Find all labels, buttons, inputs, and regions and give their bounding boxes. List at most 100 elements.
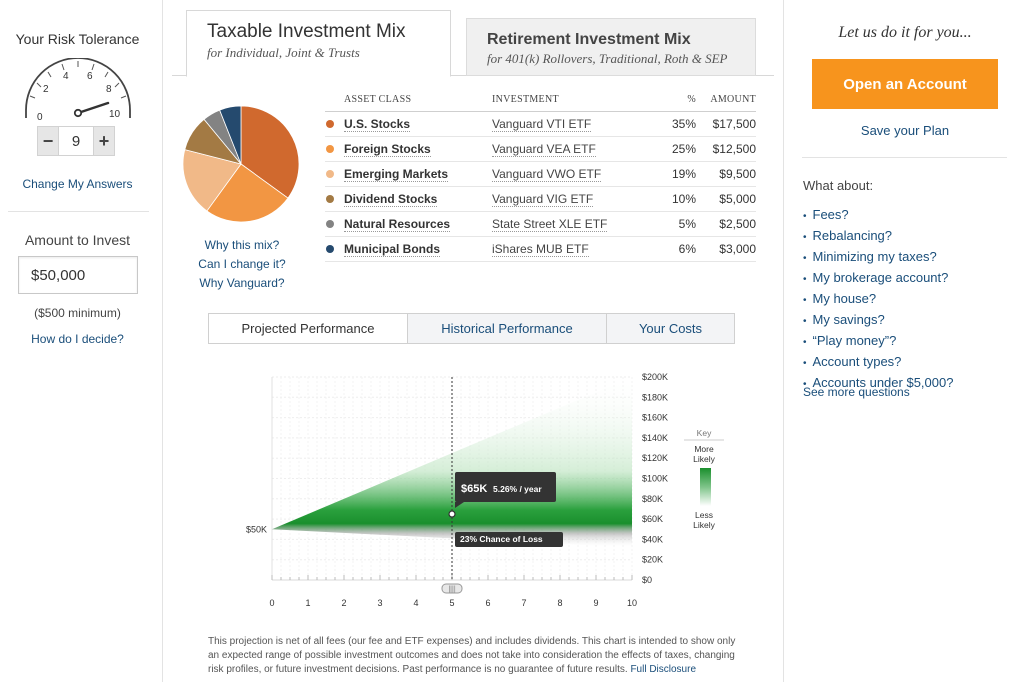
x-tick-label: 1 (305, 598, 310, 608)
amount-title: Amount to Invest (24, 232, 131, 248)
faq-item[interactable]: • My brokerage account? (803, 268, 953, 289)
y-tick-label: $60K (642, 514, 663, 524)
selected-point-marker (448, 510, 456, 518)
tooltip-box (455, 472, 556, 503)
amount-cell: $12,500 (712, 142, 756, 156)
risk-decrease-button[interactable]: − (37, 126, 59, 156)
full-disclosure-link[interactable]: Full Disclosure (630, 664, 697, 675)
allocation-row: U.S. Stocks Vanguard VTI ETF 35% $17,500 (325, 112, 756, 137)
pie-slice (219, 105, 242, 165)
amount-cell: $9,500 (719, 167, 756, 181)
slider-handle-grip[interactable] (441, 583, 463, 594)
projection-tooltip: $65K 5.26% / year (455, 472, 556, 509)
pie-slice (206, 163, 289, 223)
amount-cell: $5,000 (719, 192, 756, 206)
asset-class-name[interactable]: U.S. Stocks (344, 116, 411, 132)
gauge-label-8: 8 (106, 84, 112, 95)
faq-item[interactable]: • My house? (803, 289, 953, 310)
why-this-mix-link[interactable]: Why this mix? (204, 238, 280, 252)
amount-cell: $2,500 (719, 217, 756, 231)
allocation-row: Natural Resources State Street XLE ETF 5% $… (325, 212, 756, 237)
investment-name[interactable]: Vanguard VWO ETF (492, 167, 602, 182)
bullet-icon: • (803, 379, 807, 390)
risk-gauge: 0 2 4 6 8 10 (25, 58, 131, 123)
asset-class-name[interactable]: Natural Resources (344, 216, 451, 232)
y-tick-label: $40K (642, 534, 663, 544)
faq-item-label: Fees? (812, 207, 849, 222)
tab-historical-performance[interactable]: Historical Performance (407, 314, 606, 343)
x-tick-label: 10 (627, 598, 637, 608)
asset-class-name[interactable]: Municipal Bonds (344, 241, 440, 257)
year-slider-handle[interactable]: |||| (441, 583, 463, 594)
save-plan-link[interactable]: Save your Plan (860, 123, 950, 138)
allocation-row: Municipal Bonds iShares MUB ETF 6% $3,000 (325, 237, 756, 262)
investment-cell: Vanguard VIG ETF (492, 192, 642, 207)
asset-class-cell: Emerging Markets (325, 167, 492, 182)
pie-slice (240, 105, 300, 199)
percent-cell: 25% (671, 142, 696, 156)
asset-class-name[interactable]: Foreign Stocks (344, 141, 431, 157)
risk-value-field[interactable]: 9 (59, 126, 93, 156)
tab-projected-performance[interactable]: Projected Performance (209, 314, 407, 343)
x-tick-label: 4 (413, 598, 418, 608)
faq-item[interactable]: • “Play money”? (803, 331, 953, 352)
right-panel: Let us do it for you... Open an Account … (783, 0, 1017, 682)
faq-item[interactable]: • My savings? (803, 310, 953, 331)
x-tick-label: 6 (485, 598, 490, 608)
open-account-button[interactable]: Open an Account (812, 59, 998, 109)
tab-taxable-mix[interactable]: Taxable Investment Mix for Individual, J… (186, 10, 451, 77)
faq-item[interactable]: • Accounts under $5,000? (803, 373, 953, 394)
asset-class-name[interactable]: Dividend Stocks (344, 191, 438, 207)
x-tick-label: 0 (269, 598, 274, 608)
risk-increase-button[interactable]: + (93, 126, 115, 156)
faq-item[interactable]: • Account types? (803, 352, 953, 373)
faq-item[interactable]: • Rebalancing? (803, 226, 953, 247)
gauge-label-0: 0 (37, 112, 43, 123)
what-about-heading: What about: (803, 178, 874, 193)
asset-class-name[interactable]: Emerging Markets (344, 166, 449, 182)
bullet-icon: • (803, 232, 807, 243)
left-divider (8, 211, 149, 212)
x-tick-label: 8 (557, 598, 562, 608)
investment-name[interactable]: Vanguard VEA ETF (492, 142, 596, 157)
investment-cell: Vanguard VTI ETF (492, 117, 642, 132)
faq-item-label: My savings? (812, 312, 885, 327)
key-gradient-bar (700, 468, 711, 506)
tab-retirement-title: Retirement Investment Mix (487, 31, 691, 48)
disclaimer-text: This projection is net of all fees (our … (208, 636, 736, 675)
percent-cell: 6% (678, 242, 696, 256)
faq-item[interactable]: • Minimizing my taxes? (803, 247, 953, 268)
investment-name[interactable]: Vanguard VTI ETF (492, 117, 592, 132)
header-investment: INVESTMENT (492, 94, 559, 105)
header-asset-class: ASSET CLASS (344, 94, 412, 105)
allocation-row: Dividend Stocks Vanguard VIG ETF 10% $5,000 (325, 187, 756, 212)
how-decide-link[interactable]: How do I decide? (31, 332, 124, 346)
x-tick-label: 5 (449, 598, 454, 608)
can-i-change-it-link[interactable]: Can I change it? (198, 257, 286, 271)
investment-name[interactable]: iShares MUB ETF (492, 242, 589, 257)
faq-item[interactable]: • Fees? (803, 205, 953, 226)
loss-badge-box (455, 532, 563, 548)
amount-cell: $17,500 (712, 117, 756, 131)
bullet-icon: • (803, 295, 807, 306)
percent-cell: 5% (678, 217, 696, 231)
x-tick-label: 2 (341, 598, 346, 608)
faq-item-label: Minimizing my taxes? (812, 249, 937, 264)
asset-class-cell: Municipal Bonds (325, 242, 492, 257)
mix-tabs: Taxable Investment Mix for Individual, J… (172, 10, 774, 77)
investment-name[interactable]: State Street XLE ETF (492, 217, 608, 232)
asset-class-cell: U.S. Stocks (325, 117, 492, 132)
investment-cell: Vanguard VEA ETF (492, 142, 642, 157)
key-more-likely: More Likely (693, 444, 715, 464)
tab-your-costs[interactable]: Your Costs (606, 314, 734, 343)
tab-retirement-mix[interactable]: Retirement Investment Mix for 401(k) Rol… (466, 18, 756, 76)
see-more-questions-link[interactable]: See more questions (803, 385, 910, 399)
investment-name[interactable]: Vanguard VIG ETF (492, 192, 594, 207)
likelihood-key: Key More Likely Less Likely (684, 428, 724, 530)
why-vanguard-link[interactable]: Why Vanguard? (199, 276, 285, 290)
amount-input[interactable]: $50,000 (18, 256, 138, 294)
percent-cell: 19% (671, 167, 696, 181)
risk-stepper: − 9 + (37, 126, 115, 156)
change-answers-link[interactable]: Change My Answers (22, 177, 133, 191)
y-tick-label: $120K (642, 453, 668, 463)
